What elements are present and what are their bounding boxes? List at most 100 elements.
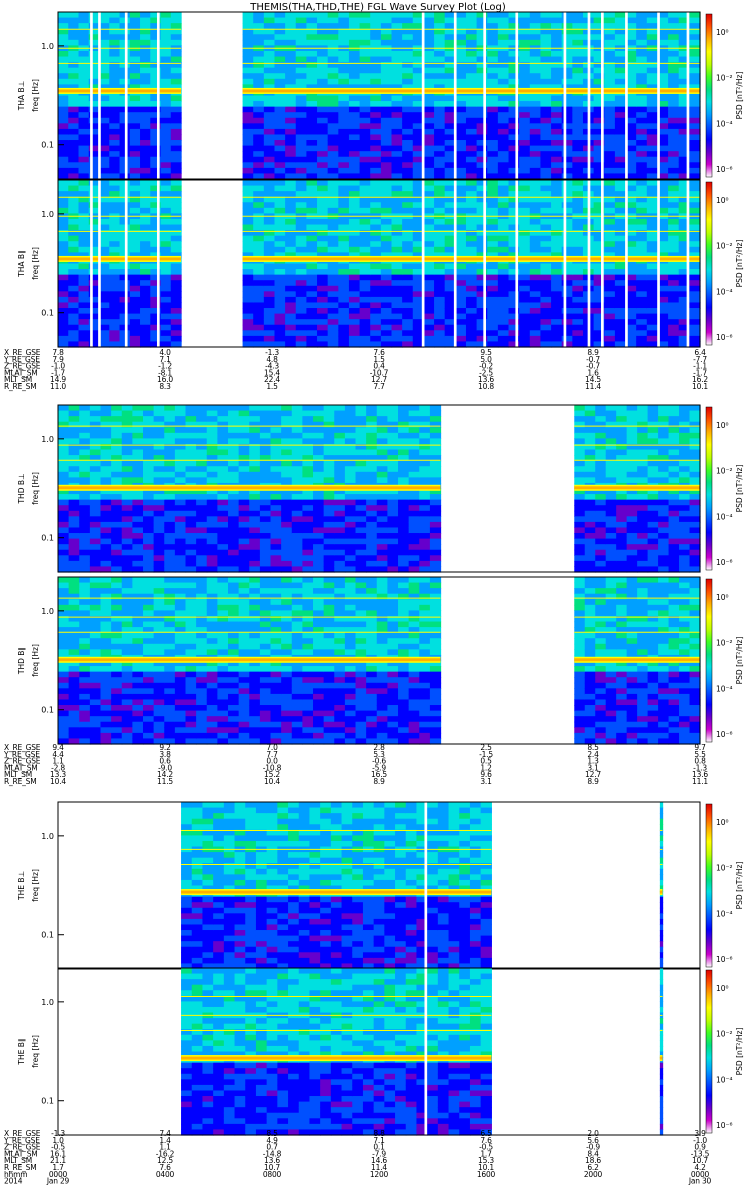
spectrogram-cell: [263, 78, 276, 85]
spectrogram-cell: [593, 246, 605, 253]
spectrogram-cell: [616, 549, 628, 556]
spectrogram-cell: [402, 291, 414, 298]
spectrogram-cell: [398, 538, 410, 545]
spectrogram-cell: [476, 246, 488, 253]
spectrogram-cell: [465, 274, 478, 281]
spectrogram-cell: [497, 207, 510, 214]
spectrogram-cell: [561, 140, 573, 147]
spectrogram-cell: [323, 455, 335, 462]
spectrogram-cell: [636, 123, 648, 130]
spectrogram-cell: [444, 128, 456, 136]
spectrogram-cell: [626, 538, 638, 545]
spectrogram-cell: [679, 438, 691, 445]
spectrogram-cell: [689, 252, 701, 259]
spectrogram-cell: [238, 499, 250, 506]
spectrogram-cell: [391, 123, 403, 130]
spectrogram-cell: [604, 162, 616, 169]
spectrogram-cell: [380, 246, 393, 253]
spectrogram-cell: [170, 341, 182, 348]
spectrogram-cell: [68, 117, 80, 124]
spectrogram-cell: [109, 62, 121, 69]
spectrogram-cell: [150, 202, 162, 209]
spectrogram-cell: [398, 438, 410, 445]
spectrogram-cell: [295, 341, 307, 348]
spectrogram-cell: [355, 555, 367, 562]
spectrogram-cell: [317, 280, 329, 287]
spectrogram-cell: [100, 477, 112, 484]
spectrogram-cell: [455, 241, 467, 248]
spectrogram-cell: [111, 566, 123, 573]
spectrogram-cell: [228, 555, 240, 562]
spectrogram-cell: [88, 324, 100, 331]
spectrogram-cell: [143, 510, 155, 517]
spectrogram-cell: [412, 67, 425, 74]
spectrogram-cell: [88, 84, 100, 91]
spectrogram-cell: [540, 28, 552, 35]
spectrogram-cell: [338, 218, 350, 226]
spectrogram-cell: [604, 134, 616, 141]
spectrogram-cell: [58, 560, 70, 568]
spectrogram-cell: [317, 319, 329, 326]
spectrogram-cell: [58, 252, 69, 259]
spectrogram-cell: [153, 510, 165, 517]
spectrogram-cell: [99, 101, 110, 108]
spectrogram-cell: [497, 106, 510, 113]
spectrogram-cell: [79, 460, 91, 467]
spectrogram-cell: [160, 17, 172, 24]
spectrogram-cell: [242, 162, 254, 169]
spectrogram-cell: [89, 671, 102, 678]
spectrogram-cell: [109, 151, 121, 158]
spectrogram-cell: [348, 34, 361, 41]
spectrogram-cell: [646, 230, 659, 237]
spectrogram-cell: [429, 432, 442, 439]
spectrogram-cell: [89, 527, 102, 534]
spectrogram-cell: [348, 335, 361, 343]
spectrogram-cell: [263, 145, 276, 152]
spectrogram-cell: [249, 477, 261, 484]
spectrogram-cell: [185, 466, 197, 473]
spectrogram-cell: [380, 151, 393, 158]
spectrogram-cell: [285, 196, 297, 203]
spectrogram-cell: [291, 427, 303, 434]
spectrogram-cell: [561, 252, 573, 259]
spectrogram-cell: [140, 106, 151, 113]
spectrogram-cell: [313, 443, 325, 451]
spectrogram-cell: [370, 62, 382, 69]
spectrogram-cell: [626, 405, 638, 412]
spectrogram-cell: [344, 533, 357, 540]
spectrogram-cell: [259, 460, 272, 467]
spectrogram-cell: [253, 191, 265, 198]
spectrogram-cell: [170, 39, 182, 46]
spectrogram-cell: [487, 207, 499, 214]
spectrogram-cell: [89, 649, 102, 656]
spectrogram-cell: [689, 117, 701, 124]
spectrogram-cell: [89, 727, 102, 734]
spectrogram-cell: [196, 505, 208, 512]
spectrogram-cell: [497, 224, 510, 231]
spectrogram-cell: [678, 196, 690, 203]
spectrogram-cell: [689, 291, 701, 298]
spectrogram-cell: [391, 302, 403, 309]
spectrogram-cell: [111, 488, 123, 495]
spectrogram-cell: [58, 246, 69, 253]
spectrogram-cell: [263, 106, 276, 113]
spectrogram-cell: [604, 191, 616, 198]
spectrogram-cell: [150, 302, 162, 309]
spectrogram-cell: [625, 280, 637, 287]
spectrogram-cell: [398, 555, 410, 562]
spectrogram-cell: [270, 494, 282, 501]
spectrogram-cell: [217, 549, 229, 556]
spectrogram-cell: [164, 438, 176, 445]
spectrogram-cell: [595, 477, 607, 484]
spectrogram-cell: [242, 23, 254, 30]
spectrogram-cell: [121, 416, 133, 423]
spectrogram-cell: [408, 405, 420, 412]
spectrogram-cell: [402, 230, 414, 237]
spectrogram-cell: [419, 527, 431, 534]
spectrogram-cell: [206, 499, 218, 506]
spectrogram-cell: [295, 23, 307, 30]
spectrogram-cell: [263, 156, 276, 163]
spectrogram-cell: [100, 699, 112, 706]
spectrogram-cell: [334, 432, 346, 439]
spectrogram-cell: [111, 544, 123, 551]
